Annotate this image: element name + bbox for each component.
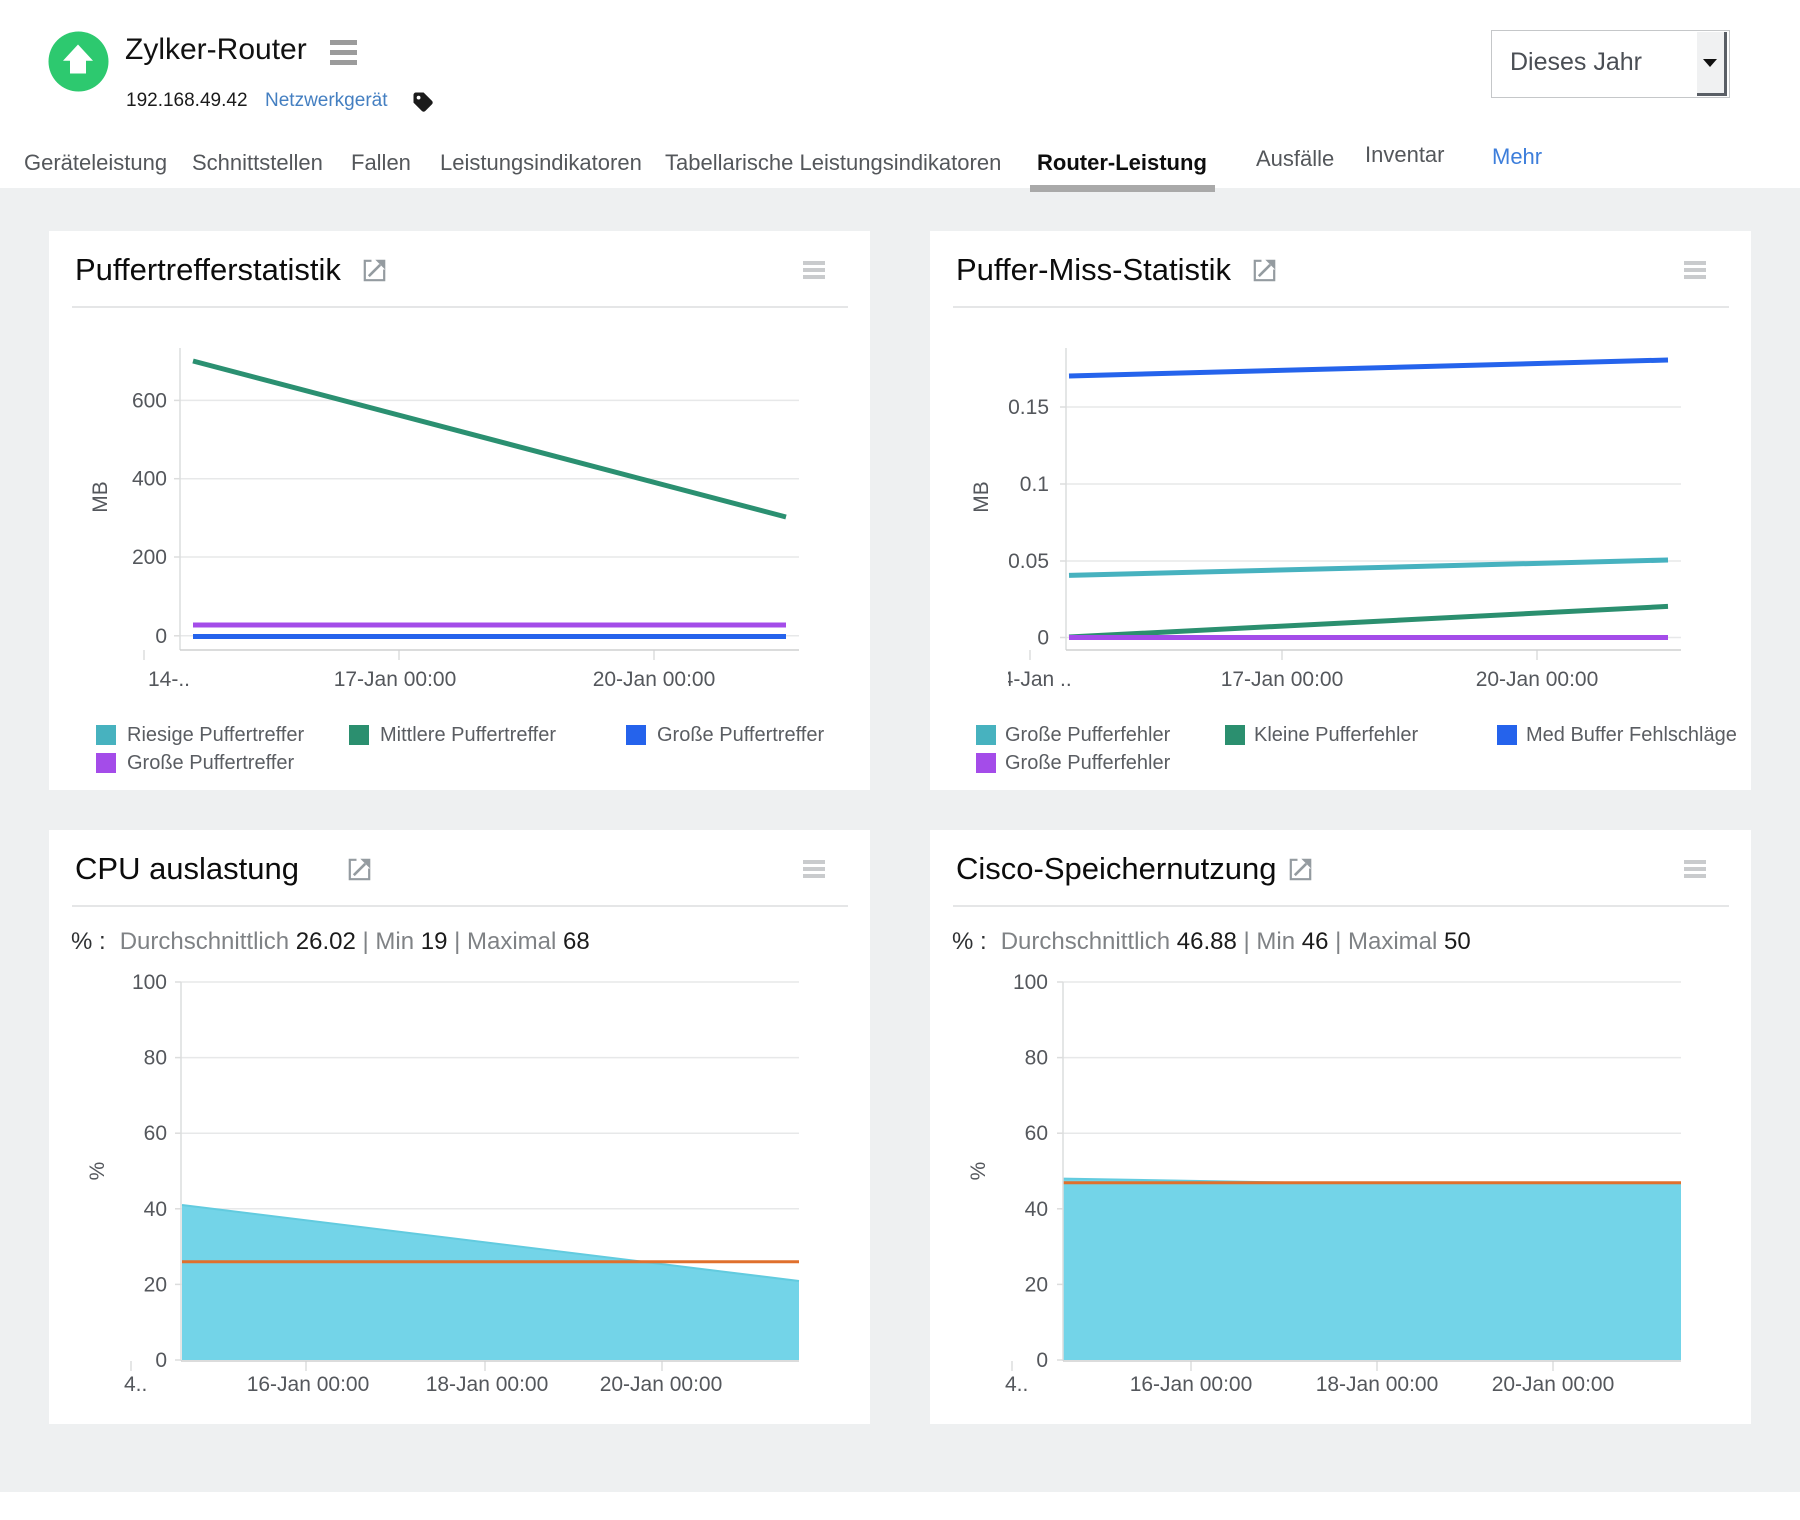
svg-text:17-Jan 00:00: 17-Jan 00:00 — [334, 668, 457, 691]
svg-text:400: 400 — [132, 468, 167, 491]
svg-text:20: 20 — [1025, 1273, 1048, 1296]
svg-text:4..: 4.. — [124, 1373, 147, 1396]
svg-text:14-Jan ..: 14-Jan .. — [990, 668, 1072, 691]
svg-text:0: 0 — [1037, 627, 1049, 650]
svg-text:60: 60 — [144, 1122, 167, 1145]
svg-text:40: 40 — [1025, 1198, 1048, 1221]
svg-text:20-Jan 00:00: 20-Jan 00:00 — [1476, 668, 1599, 691]
svg-text:200: 200 — [132, 546, 167, 569]
svg-text:80: 80 — [1025, 1047, 1048, 1070]
svg-text:80: 80 — [144, 1047, 167, 1070]
svg-text:20: 20 — [144, 1273, 167, 1296]
svg-text:600: 600 — [132, 389, 167, 412]
svg-text:MB: MB — [89, 481, 112, 513]
svg-text:100: 100 — [132, 971, 167, 994]
svg-text:4..: 4.. — [1005, 1373, 1028, 1396]
svg-text:20-Jan 00:00: 20-Jan 00:00 — [1492, 1373, 1615, 1396]
svg-text:60: 60 — [1025, 1122, 1048, 1145]
svg-text:0: 0 — [155, 1349, 167, 1372]
svg-text:%: % — [86, 1162, 109, 1181]
svg-text:16-Jan 00:00: 16-Jan 00:00 — [1130, 1373, 1253, 1396]
svg-text:17-Jan 00:00: 17-Jan 00:00 — [1221, 668, 1344, 691]
svg-text:20-Jan 00:00: 20-Jan 00:00 — [600, 1373, 723, 1396]
svg-text:0.15: 0.15 — [1008, 396, 1049, 419]
svg-text:MB: MB — [970, 481, 993, 513]
svg-text:16-Jan 00:00: 16-Jan 00:00 — [247, 1373, 370, 1396]
svg-text:0.05: 0.05 — [1008, 550, 1049, 573]
svg-text:20-Jan 00:00: 20-Jan 00:00 — [593, 668, 716, 691]
svg-text:0: 0 — [155, 625, 167, 648]
svg-text:0: 0 — [1036, 1349, 1048, 1372]
svg-text:18-Jan 00:00: 18-Jan 00:00 — [1316, 1373, 1439, 1396]
svg-text:18-Jan 00:00: 18-Jan 00:00 — [426, 1373, 549, 1396]
svg-text:14-..: 14-.. — [148, 668, 190, 691]
svg-text:0.1: 0.1 — [1020, 473, 1049, 496]
svg-text:40: 40 — [144, 1198, 167, 1221]
svg-text:%: % — [967, 1162, 990, 1181]
svg-text:100: 100 — [1013, 971, 1048, 994]
